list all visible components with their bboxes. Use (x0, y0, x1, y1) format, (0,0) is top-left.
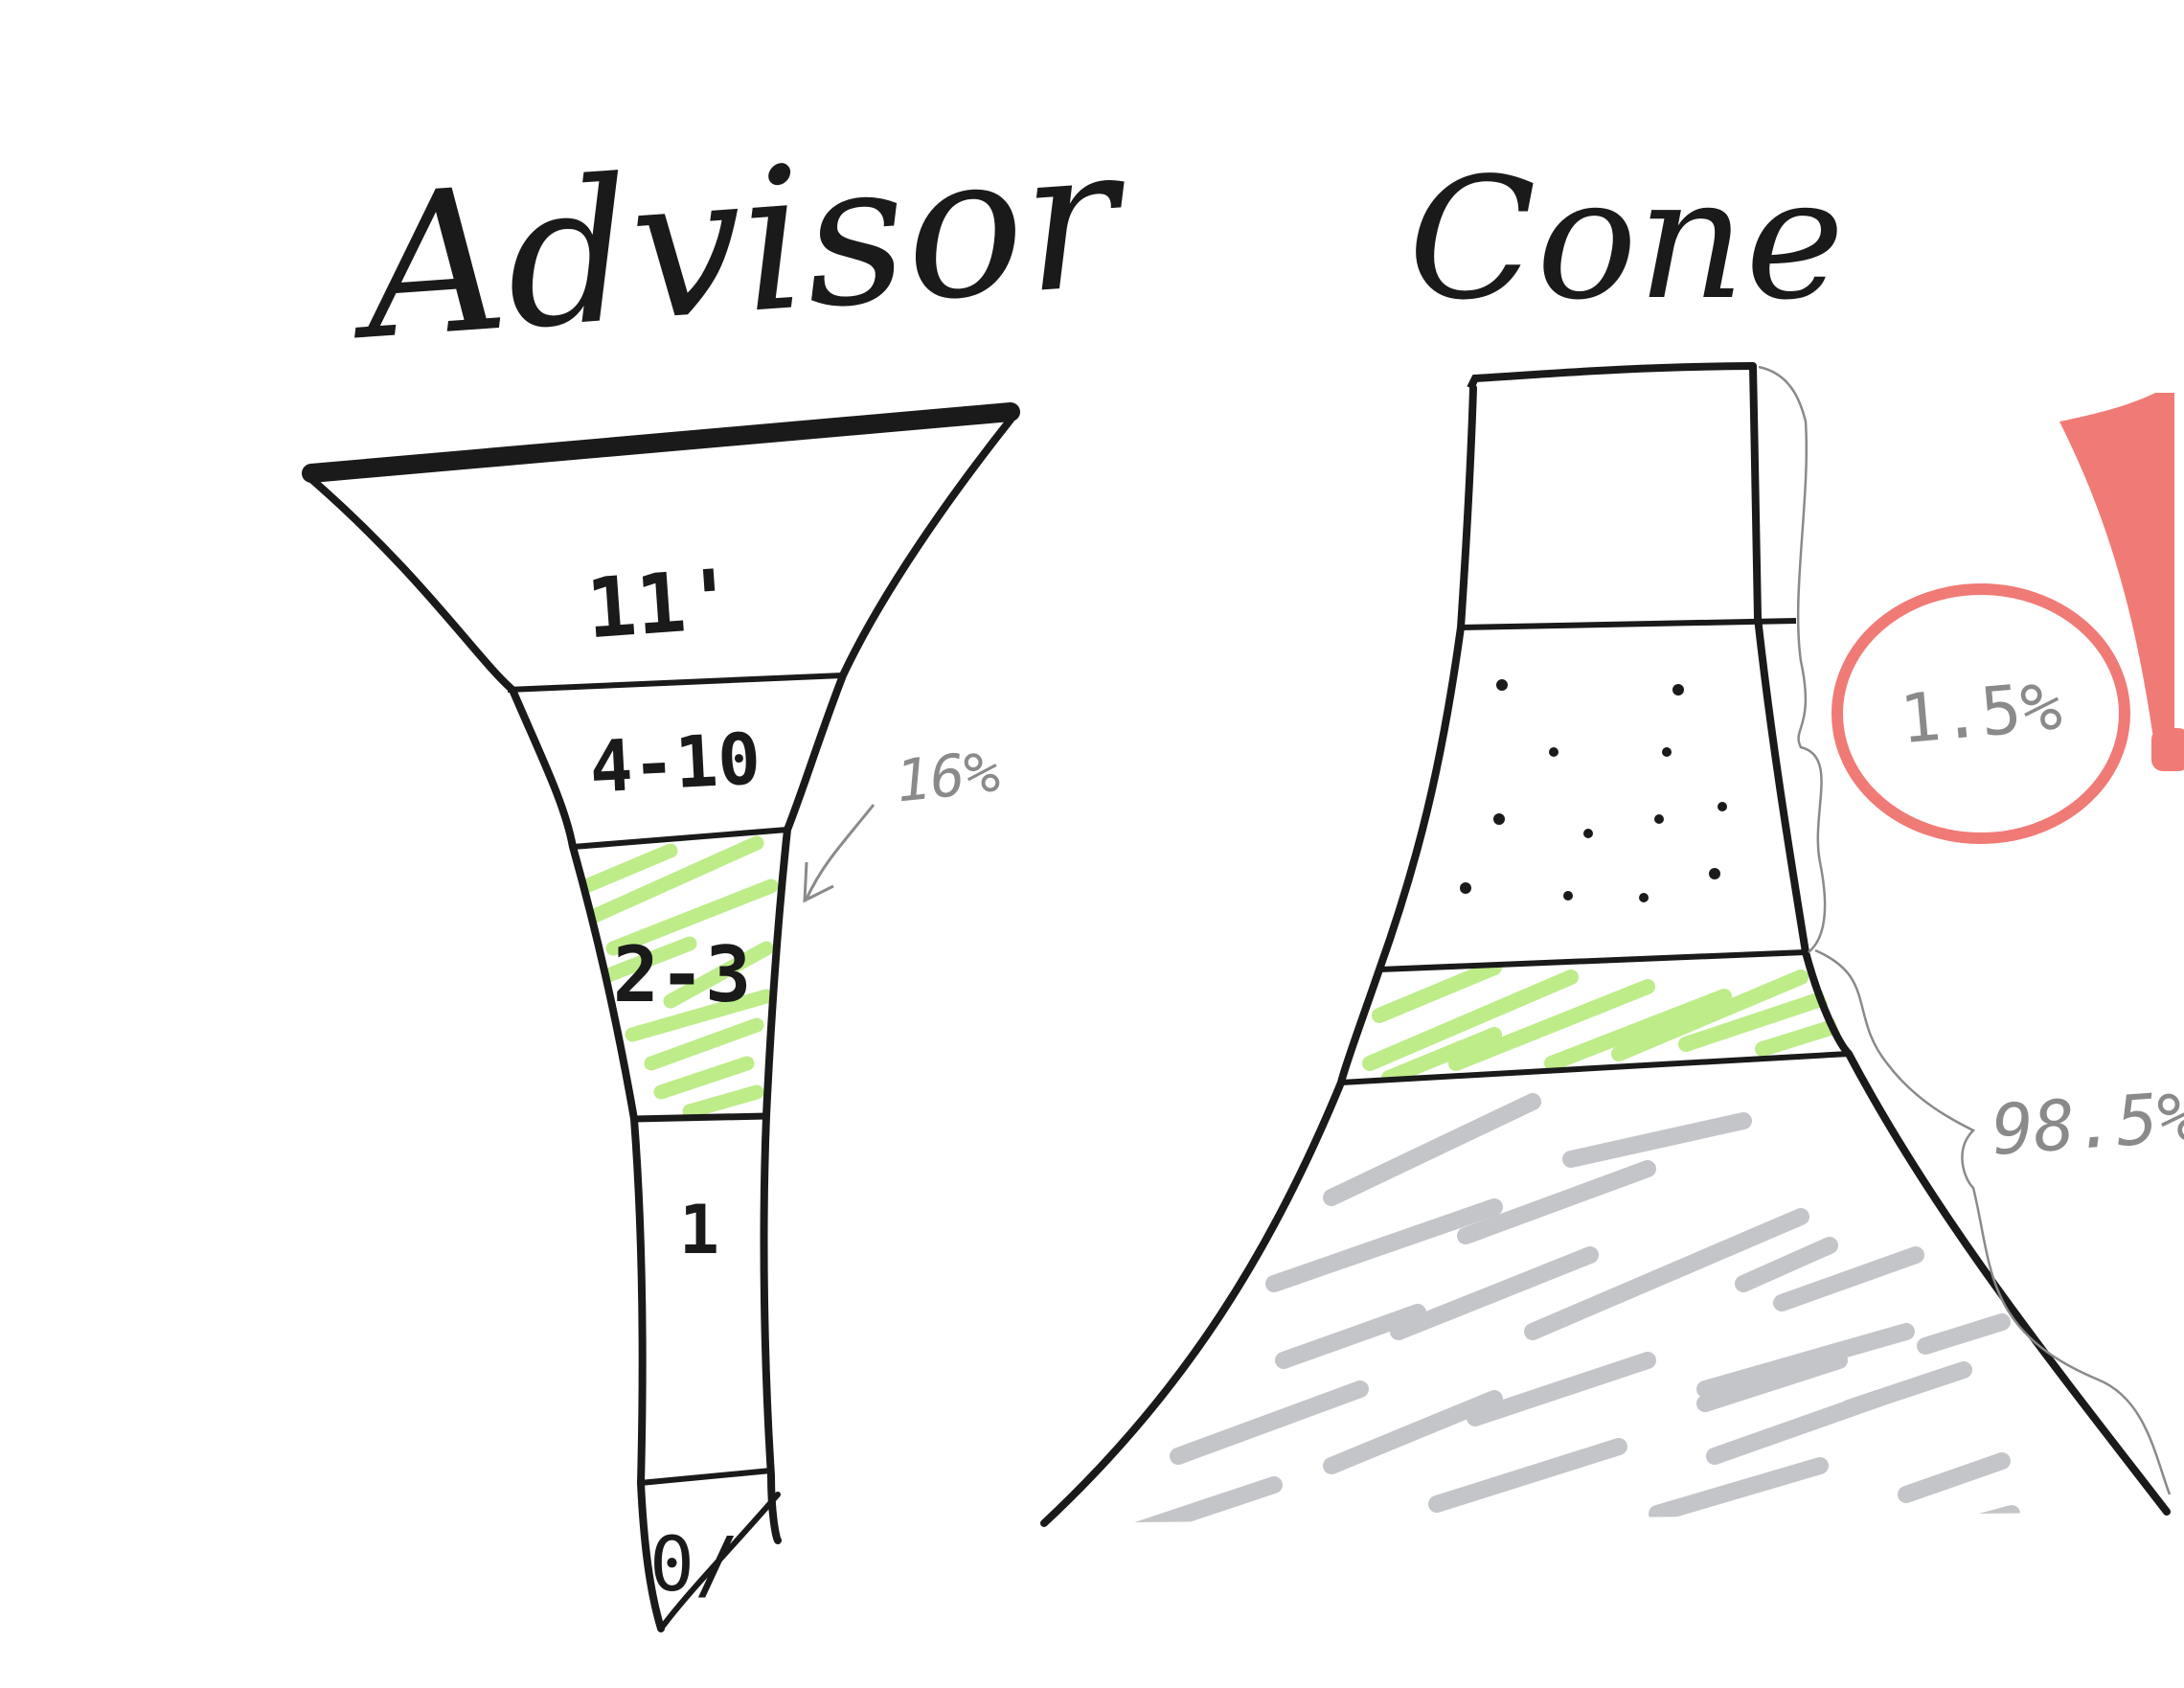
annotation-arrowhead (803, 861, 834, 903)
segment-label-11: 11' (583, 552, 739, 658)
advisor-funnel: 11' 4-10 2-3 1 0/ 16% (302, 402, 1020, 1632)
green-highlight-band (573, 835, 779, 1119)
advisor-title: Advisor (341, 103, 1135, 384)
cone-divider-3 (1340, 1051, 1850, 1085)
cone-dots (1460, 679, 1727, 902)
segment-label-4-10: 4-10 (588, 718, 762, 809)
funnel-bottom-tip (658, 1492, 781, 1631)
funnel-divider-4 (639, 1468, 772, 1486)
cone-divider-1 (1460, 618, 1797, 630)
cone-green-band (1362, 960, 1847, 1083)
segment-label-2-3: 2-3 (613, 930, 752, 1019)
funnel-right-wall (760, 416, 1014, 1544)
cone-left-wall (1040, 384, 1477, 1527)
funnel-divider-3 (633, 1112, 767, 1123)
cone-top-rim (1467, 362, 1754, 390)
funnel-divider-1 (507, 673, 844, 693)
exclamation-mark-icon (2059, 393, 2184, 771)
cone-title: Cone (1408, 143, 1845, 337)
segment-label-1: 1 (679, 1191, 719, 1269)
annotation-arrow (805, 804, 876, 900)
red-circle (1831, 583, 2130, 844)
gray-shading-band (1122, 1093, 2020, 1523)
funnel-divider-2 (572, 827, 788, 850)
red-callout: 1.5% (1831, 393, 2184, 844)
annotation-98-5-percent: 98.5% (1990, 1076, 2184, 1171)
annotation-16-percent: 16% (893, 739, 1003, 816)
funnel-top-rim (302, 402, 1020, 483)
bracket-upper (1758, 365, 1827, 953)
cone-diagram: 98.5% (1040, 362, 2184, 1527)
segment-label-0: 0/ (649, 1522, 739, 1608)
cone-divider-2 (1378, 949, 1807, 972)
bracket-lower (1814, 948, 2172, 1495)
circled-percent: 1.5% (1897, 667, 2064, 759)
